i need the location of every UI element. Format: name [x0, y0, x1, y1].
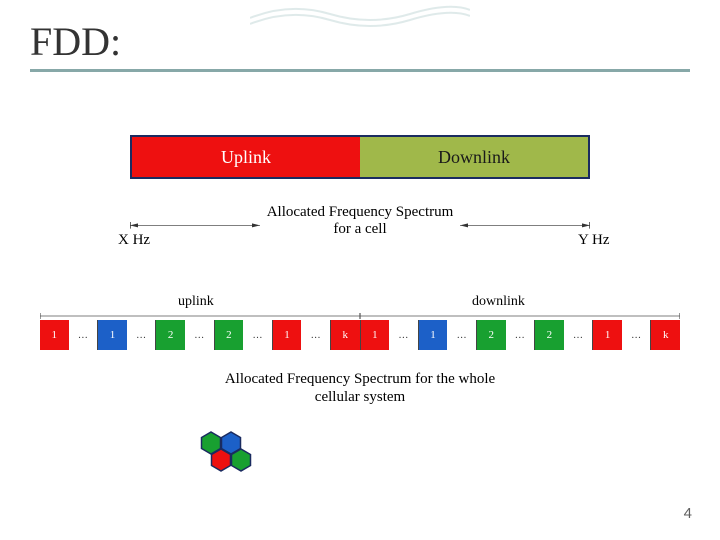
- spectrum-slot: k: [650, 320, 680, 350]
- cell-caption: Allocated Frequency Spectrum for a cell: [260, 204, 460, 239]
- spectrum-dimension-line: [40, 313, 680, 319]
- uplink-sublabel: uplink: [178, 294, 214, 310]
- system-caption: Allocated Frequency Spectrum for the who…: [220, 370, 500, 406]
- spectrum-slot: 1: [418, 320, 448, 350]
- spectrum-ellipsis: …: [185, 320, 214, 350]
- spectrum-slot: 2: [534, 320, 564, 350]
- spectrum-ellipsis: …: [243, 320, 272, 350]
- x-hz-label: X Hz: [118, 232, 150, 249]
- spectrum-slot: 1: [272, 320, 302, 350]
- spectrum-slot: 1: [360, 320, 390, 350]
- spectrum-slot: 1: [97, 320, 127, 350]
- spectrum-slot: 2: [155, 320, 185, 350]
- spectrum-slot: 2: [214, 320, 244, 350]
- downlink-block: Downlink: [360, 137, 588, 177]
- spectrum-ellipsis: …: [506, 320, 535, 350]
- spectrum-ellipsis: …: [127, 320, 156, 350]
- y-hz-label: Y Hz: [578, 232, 610, 249]
- spectrum-ellipsis: …: [301, 320, 330, 350]
- decor-waves: [250, 0, 470, 28]
- title-underline: [30, 69, 690, 72]
- hex-cluster-icon: [190, 426, 260, 486]
- downlink-sublabel: downlink: [472, 294, 525, 310]
- cell-spectrum-band: Uplink Downlink: [130, 135, 590, 179]
- spectrum-slot: 1: [40, 320, 69, 350]
- spectrum-ellipsis: …: [389, 320, 418, 350]
- spectrum-ellipsis: …: [564, 320, 593, 350]
- spectrum-slot: k: [330, 320, 360, 350]
- spectrum-ellipsis: …: [622, 320, 651, 350]
- uplink-block: Uplink: [132, 137, 360, 177]
- spectrum-ellipsis: …: [447, 320, 476, 350]
- spectrum-slot: 1: [592, 320, 622, 350]
- spectrum-ellipsis: …: [69, 320, 98, 350]
- spectrum-slot: 2: [476, 320, 506, 350]
- system-spectrum-row: 1…1…2…2…1…k1…1…2…2…1…k: [40, 320, 680, 350]
- page-number: 4: [684, 505, 692, 522]
